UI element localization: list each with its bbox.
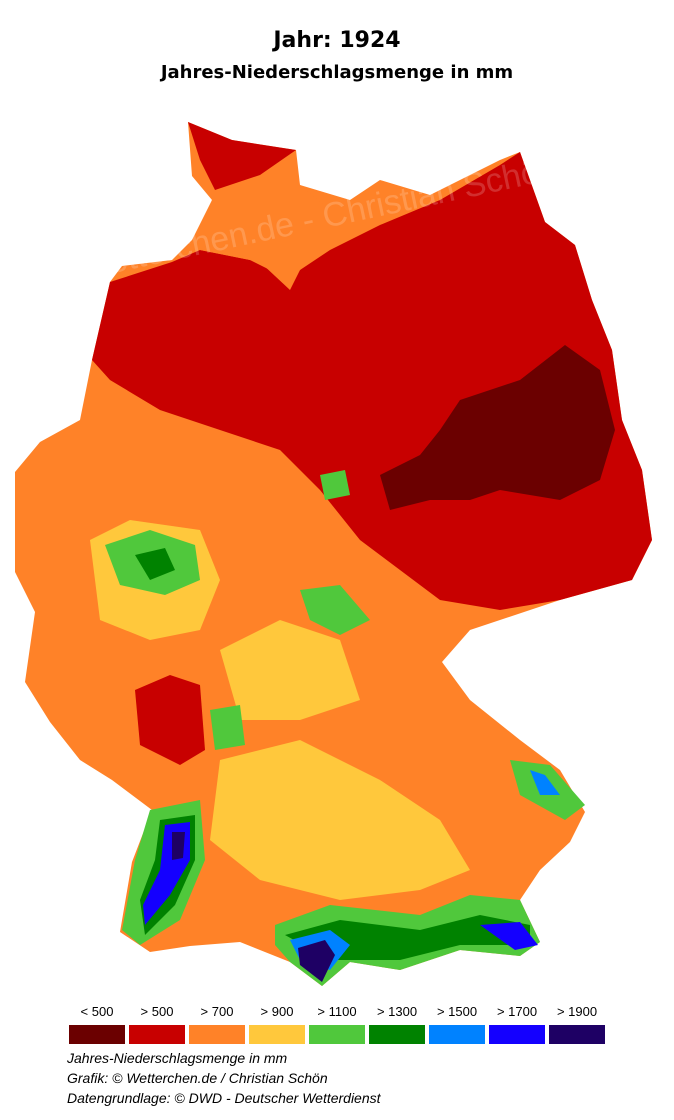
region-green-harz	[320, 470, 350, 500]
region-red-north	[92, 152, 652, 610]
region-darkblue-allgaeu	[298, 940, 335, 982]
footer-caption: Jahres-Niederschlagsmenge in mm	[67, 1050, 288, 1066]
region-red-pfalz	[135, 675, 205, 765]
legend-label: > 900	[260, 1004, 294, 1019]
region-yellow-center	[220, 620, 360, 720]
region-orange-schleswig	[200, 180, 330, 280]
region-blue-bayerwald	[530, 770, 560, 795]
legend-label: < 500	[80, 1004, 114, 1019]
legend-label: > 1300	[376, 1004, 418, 1019]
map-title: Jahr: 1924	[273, 28, 401, 53]
legend-swatch	[369, 1025, 425, 1044]
region-blue-berchtesgaden	[480, 922, 538, 950]
legend-swatch	[129, 1025, 185, 1044]
legend-swatch	[429, 1025, 485, 1044]
legend-label: > 700	[200, 1004, 234, 1019]
legend-swatch	[69, 1025, 125, 1044]
precipitation-map: Wetterchen.de - Christian Schön	[15, 122, 652, 986]
region-darkblue-schwarzwald	[172, 832, 185, 860]
region-red-coast	[188, 122, 296, 190]
legend-label: > 1700	[496, 1004, 538, 1019]
footer-source: Datengrundlage: © DWD - Deutscher Wetter…	[67, 1090, 381, 1106]
legend-label: > 500	[140, 1004, 174, 1019]
legend-swatch	[549, 1025, 605, 1044]
map-subtitle: Jahres-Niederschlagsmenge in mm	[160, 62, 514, 83]
region-yellow-south	[210, 740, 470, 900]
region-darkgreen-sauerland	[135, 548, 175, 580]
legend-swatch	[189, 1025, 245, 1044]
legend-swatch	[489, 1025, 545, 1044]
region-darkred-east	[380, 345, 615, 510]
region-green-spessart	[210, 705, 245, 750]
legend-swatch	[249, 1025, 305, 1044]
region-green-thueringen	[300, 585, 370, 635]
legend-swatch	[309, 1025, 365, 1044]
legend-label: > 1900	[556, 1004, 598, 1019]
legend-label: > 1500	[436, 1004, 478, 1019]
footer-credit: Grafik: © Wetterchen.de / Christian Schö…	[67, 1070, 328, 1086]
legend-label: > 1100	[317, 1004, 357, 1019]
